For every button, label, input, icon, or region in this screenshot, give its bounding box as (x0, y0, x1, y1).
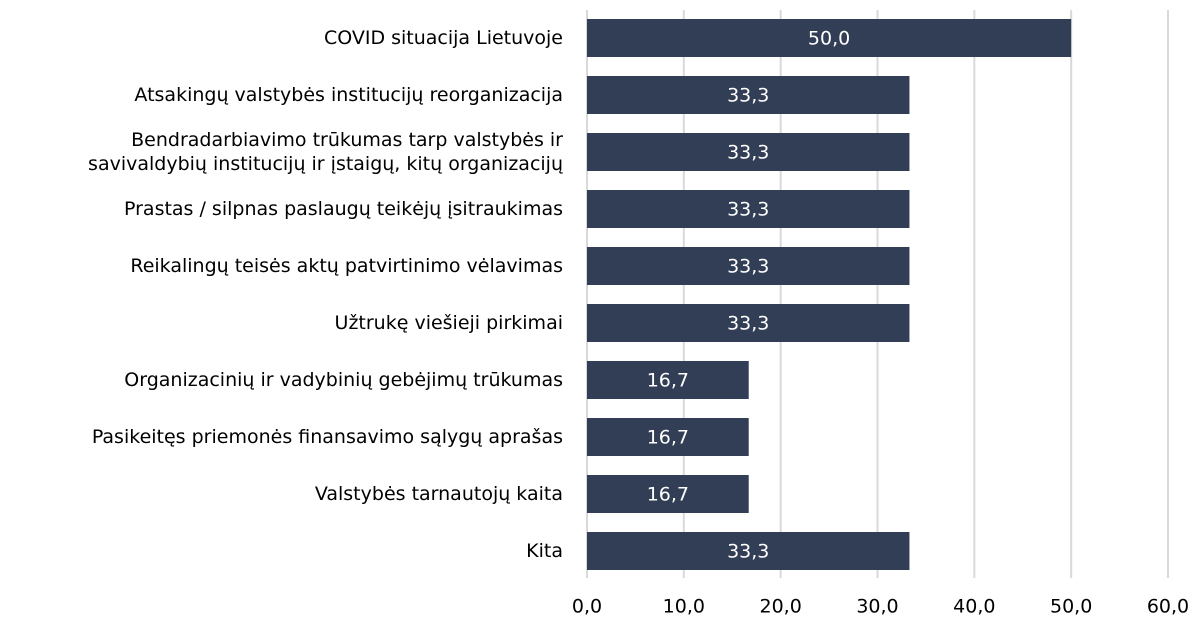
category-label: Atsakingų valstybės institucijų reorgani… (134, 84, 563, 106)
bar (587, 532, 910, 570)
x-tick-label: 0,0 (572, 596, 602, 618)
bar (587, 361, 749, 399)
value-label: 33,3 (727, 85, 769, 107)
x-tick-label: 60,0 (1147, 596, 1189, 618)
x-tick-label: 50,0 (1050, 596, 1092, 618)
value-label: 33,3 (727, 313, 769, 335)
category-label: Organizacinių ir vadybinių gebėjimų trūk… (124, 369, 563, 391)
category-label: COVID situacija Lietuvoje (323, 27, 563, 49)
value-label: 33,3 (727, 142, 769, 164)
category-label: Pasikeitęs priemonės finansavimo sąlygų … (91, 426, 563, 448)
bar (587, 247, 910, 285)
x-tick-label: 40,0 (953, 596, 995, 618)
value-label: 33,3 (727, 541, 769, 563)
bar (587, 418, 749, 456)
category-label: Bendradarbiavimo trūkumas tarp valstybės… (88, 129, 563, 175)
x-tick-label: 30,0 (856, 596, 898, 618)
x-tick-label: 20,0 (760, 596, 802, 618)
category-label: Užtrukę viešieji pirkimai (334, 312, 563, 334)
category-label: Valstybės tarnautojų kaita (314, 483, 563, 505)
category-label: Reikalingų teisės aktų patvirtinimo vėla… (130, 255, 563, 277)
x-tick-label: 10,0 (663, 596, 705, 618)
value-label: 16,7 (647, 370, 689, 392)
value-label: 33,3 (727, 199, 769, 221)
value-label: 33,3 (727, 256, 769, 278)
bar (587, 133, 910, 171)
value-label: 50,0 (808, 28, 850, 50)
category-label: Prastas / silpnas paslaugų teikėjų įsitr… (123, 198, 563, 220)
bar (587, 304, 910, 342)
bar (587, 76, 910, 114)
category-label: Kita (526, 540, 563, 562)
bar (587, 190, 910, 228)
bar (587, 19, 1072, 57)
bar (587, 475, 749, 513)
value-label: 16,7 (647, 427, 689, 449)
value-label: 16,7 (647, 484, 689, 506)
